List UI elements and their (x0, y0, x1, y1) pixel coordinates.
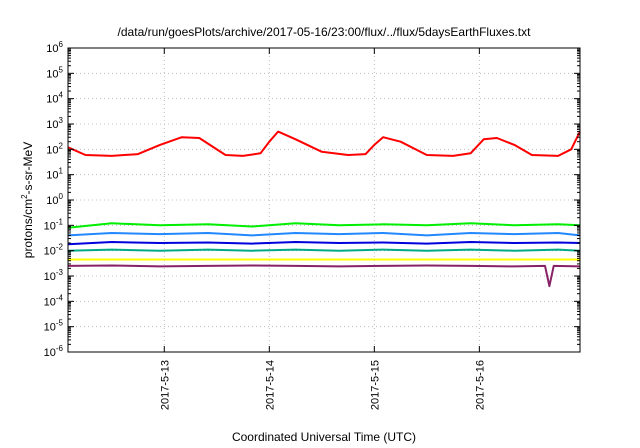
y-tick-label: 106 (46, 40, 63, 55)
series-line-7 (67, 264, 581, 288)
y-tick-base: 10 (46, 43, 58, 55)
y-tick-label: 10-2 (44, 243, 64, 258)
series-line-2 (67, 222, 581, 229)
y-tick-label: 101 (46, 167, 63, 182)
y-tick-exponent: 6 (59, 40, 64, 49)
y-tick-exponent: -4 (56, 293, 64, 302)
x-tick-label: 2017-5-16 (474, 360, 486, 410)
y-tick-label: 103 (46, 116, 63, 131)
series-line-3 (67, 232, 581, 237)
y-tick-labels: 10-610-510-410-310-210-11001011021031041… (44, 40, 64, 359)
y-axis-label-rest: -s-sr-MeV (21, 142, 35, 195)
y-tick-base: 10 (44, 246, 56, 258)
chart-title: /data/run/goesPlots/archive/2017-05-16/2… (118, 25, 532, 39)
y-tick-base: 10 (46, 68, 58, 80)
grid-lines (68, 48, 580, 352)
y-tick-base: 10 (46, 144, 58, 156)
y-tick-exponent: -2 (56, 243, 64, 252)
y-tick-label: 105 (46, 65, 63, 80)
y-tick-base: 10 (44, 271, 56, 283)
y-tick-exponent: 0 (59, 192, 64, 201)
y-tick-label: 10-3 (44, 268, 64, 283)
x-tick-label: 2017-5-13 (159, 360, 171, 410)
y-tick-label: 104 (46, 91, 63, 106)
y-tick-base: 10 (44, 220, 56, 232)
y-tick-label: 10-4 (44, 293, 64, 308)
x-tick-label: 2017-5-14 (264, 360, 276, 410)
y-tick-base: 10 (46, 119, 58, 131)
y-tick-exponent: 1 (59, 167, 64, 176)
y-tick-label: 102 (46, 141, 63, 156)
series-layer (67, 130, 581, 288)
y-tick-exponent: -5 (56, 319, 64, 328)
y-tick-exponent: 4 (59, 91, 64, 100)
y-tick-label: 10-5 (44, 319, 64, 334)
series-line-4 (67, 241, 581, 246)
y-tick-base: 10 (44, 296, 56, 308)
y-tick-base: 10 (44, 347, 56, 359)
y-tick-label: 10-6 (44, 344, 64, 359)
y-tick-label: 100 (46, 192, 63, 207)
y-tick-exponent: -1 (56, 217, 64, 226)
y-tick-base: 10 (46, 195, 58, 207)
y-tick-base: 10 (44, 322, 56, 334)
y-tick-exponent: -3 (56, 268, 64, 277)
y-tick-exponent: 5 (59, 65, 64, 74)
y-tick-label: 10-1 (44, 217, 64, 232)
y-axis-label: protons/cm2-s-sr-MeV (20, 142, 35, 258)
x-tick-labels: 2017-5-13 2017-5-14 2017-5-15 2017-5-16 (159, 360, 486, 410)
x-tick-label: 2017-5-15 (369, 360, 381, 410)
y-tick-base: 10 (46, 94, 58, 106)
series-line-5 (67, 248, 581, 252)
y-tick-base: 10 (46, 170, 58, 182)
axis-ticks (68, 47, 580, 353)
y-tick-exponent: 2 (59, 141, 64, 150)
y-tick-exponent: -6 (56, 344, 64, 353)
y-axis-label-base: protons/cm (21, 199, 35, 258)
series-line-1 (67, 130, 581, 157)
y-axis-label-sup: 2 (20, 194, 29, 199)
x-axis-label: Coordinated Universal Time (UTC) (232, 430, 416, 444)
y-tick-exponent: 3 (59, 116, 64, 125)
